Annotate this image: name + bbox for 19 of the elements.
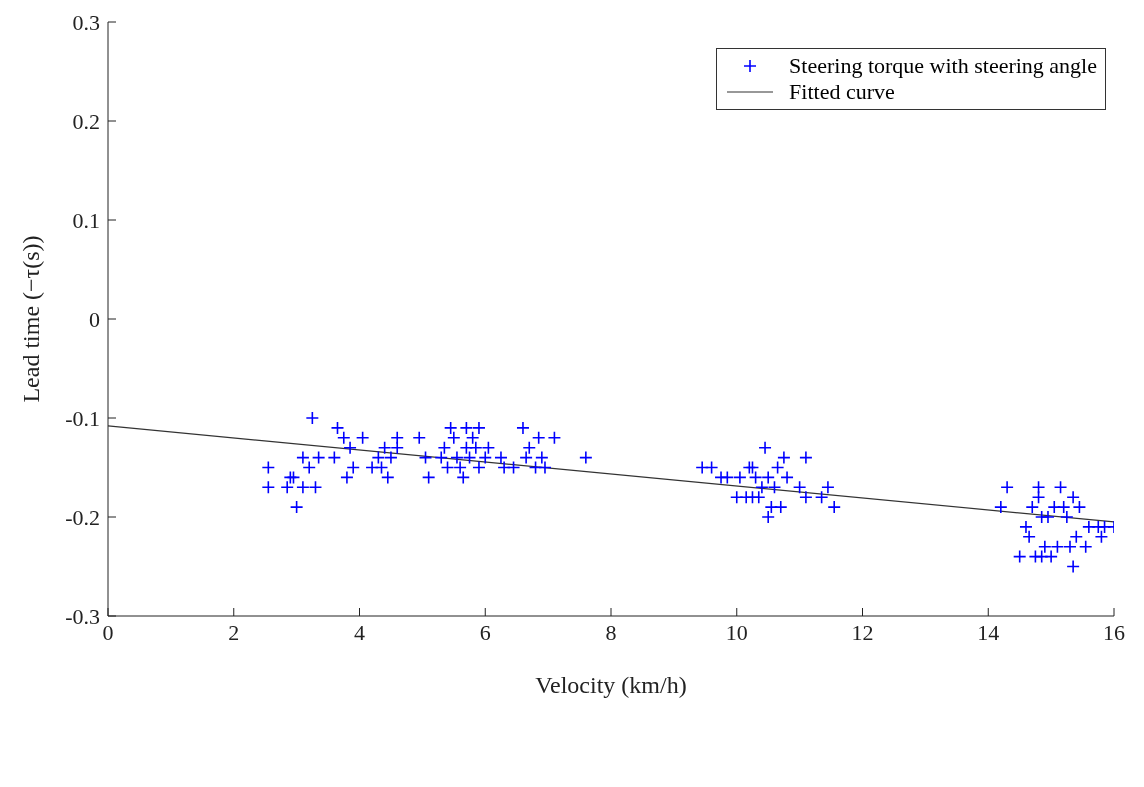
x-tick-label: 8 <box>605 619 617 645</box>
x-tick-label: 4 <box>354 619 365 645</box>
x-tick-label: 12 <box>851 619 874 645</box>
y-tick-label: 0 <box>89 306 100 332</box>
x-tick-label: 14 <box>977 619 1000 645</box>
y-tick-label: 0.3 <box>72 9 100 35</box>
x-tick-label: 6 <box>479 619 491 645</box>
y-axis-title: Lead time (−τ(s)) <box>17 235 44 403</box>
y-tick-label: -0.2 <box>65 504 100 530</box>
y-tick-label: 0.2 <box>72 108 100 134</box>
y-tick-label: -0.3 <box>65 603 100 629</box>
x-tick-label: 2 <box>228 619 240 645</box>
legend-label: Steering torque with steering angle <box>789 53 1097 79</box>
x-tick-label: 10 <box>725 619 748 645</box>
y-tick-label: 0.1 <box>72 207 100 233</box>
x-axis-title: Velocity (km/h) <box>535 672 687 699</box>
y-tick-label: -0.1 <box>65 405 100 431</box>
x-tick-label: 16 <box>1103 619 1125 645</box>
legend-label: Fitted curve <box>789 79 895 105</box>
